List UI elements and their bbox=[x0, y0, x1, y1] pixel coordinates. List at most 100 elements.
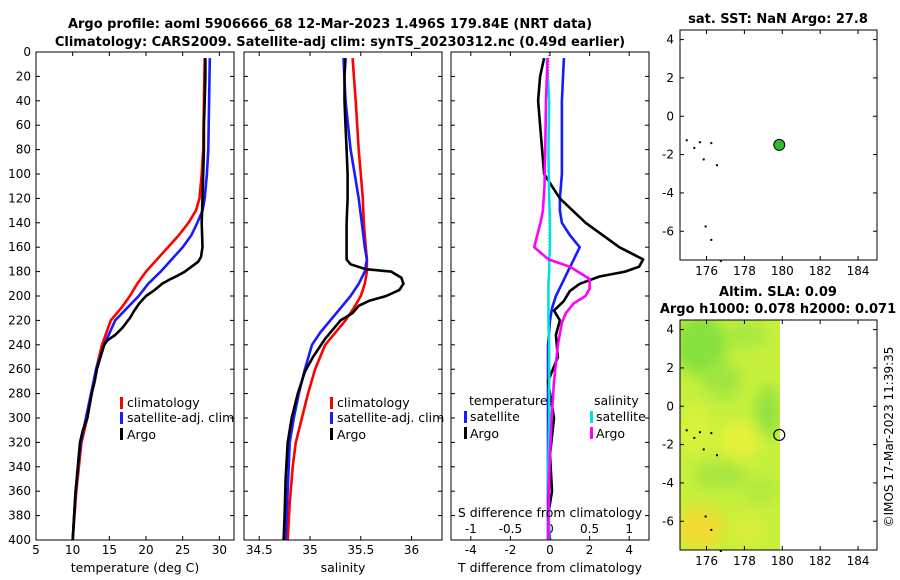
x-tick-label: 4 bbox=[625, 543, 633, 557]
x-tick-label: 15 bbox=[102, 543, 117, 557]
legend-salinity-header: salinity bbox=[594, 393, 639, 408]
x-tick-label: 35 bbox=[302, 543, 317, 557]
coastline-dot bbox=[693, 146, 696, 149]
sal-legend-climatology-swatch bbox=[330, 397, 333, 409]
legend-t-satellite-label: satellite bbox=[470, 409, 520, 424]
sal-legend-satellite-swatch bbox=[330, 412, 333, 424]
coastline-dot bbox=[698, 141, 701, 144]
difference-xlabel: T difference from climatology bbox=[457, 560, 643, 575]
y-tick-label: -2 bbox=[662, 148, 674, 162]
y-tick-label: 320 bbox=[8, 435, 31, 449]
y-tick-label: 60 bbox=[16, 118, 31, 132]
imos-timestamp: ©IMOS 17-Mar-2023 11:39:35 bbox=[882, 347, 896, 528]
top-x-tick-label: 1 bbox=[625, 522, 633, 536]
heatmap-blob bbox=[730, 514, 766, 546]
y-tick-label: -6 bbox=[662, 224, 674, 238]
coastline-dot bbox=[685, 139, 688, 142]
altimetry-title-line1: Altim. SLA: 0.09 bbox=[719, 285, 837, 300]
y-tick-label: 300 bbox=[8, 411, 31, 425]
difference-panel: -4 -2 0 2 4-1 -0.5 0 0.5 1 S difference from cli… bbox=[450, 51, 650, 575]
y-tick-label: 140 bbox=[8, 216, 31, 230]
altimetry-map-panel: Altim. SLA: 0.09 Argo h1000: 0.078 h2000… bbox=[660, 285, 896, 568]
temperature-legend: climatology satellite-adj. clim Argo bbox=[120, 395, 234, 442]
x-tick-label: 176 bbox=[695, 264, 718, 278]
legend-argo-swatch bbox=[120, 428, 123, 440]
series-line-argo bbox=[71, 58, 207, 540]
y-tick-label: 2 bbox=[666, 361, 674, 375]
x-tick-label: 20 bbox=[138, 543, 153, 557]
y-tick-label: 400 bbox=[8, 533, 31, 547]
heatmap-blob bbox=[680, 320, 726, 375]
x-tick-label: 178 bbox=[733, 554, 756, 568]
x-tick-label: 0 bbox=[546, 543, 554, 557]
y-tick-label: 0 bbox=[666, 399, 674, 413]
altimetry-title-line2: Argo h1000: 0.078 h2000: 0.071 bbox=[660, 302, 896, 317]
legend-argo-label: Argo bbox=[127, 427, 156, 442]
salinity-xlabel: salinity bbox=[321, 560, 366, 575]
series-line-climatology bbox=[286, 58, 369, 540]
legend-climatology-swatch bbox=[120, 397, 123, 409]
difference-legend: temperature salinity satellite Argo sate… bbox=[464, 393, 646, 441]
top-x-tick-label: 0.5 bbox=[580, 522, 599, 536]
x-tick-label: 180 bbox=[771, 264, 794, 278]
y-tick-label: 4 bbox=[666, 323, 674, 337]
heatmap-blob bbox=[723, 321, 767, 349]
coastline-dot bbox=[702, 158, 705, 161]
legend-climatology-label: climatology bbox=[127, 395, 200, 410]
top-x-tick-label: -1 bbox=[465, 522, 477, 536]
x-tick-label: 184 bbox=[847, 264, 870, 278]
x-tick-label: 25 bbox=[175, 543, 190, 557]
y-tick-label: -4 bbox=[662, 186, 674, 200]
coastline-dot bbox=[693, 436, 696, 439]
y-tick-label: 380 bbox=[8, 509, 31, 523]
legend-s-argo-label: Argo bbox=[596, 426, 625, 441]
sst-map-panel: sat. SST: NaN Argo: 27.8 176 178 180 182 184… bbox=[662, 12, 878, 278]
coastline-dot bbox=[702, 448, 705, 451]
y-tick-label: 100 bbox=[8, 167, 31, 181]
y-tick-label: 200 bbox=[8, 289, 31, 303]
salinity-panel: 34.5 35 35.5 36 salinity climatology satell… bbox=[243, 51, 444, 575]
coastline-dot bbox=[698, 431, 701, 434]
argo-float-marker bbox=[773, 428, 786, 442]
heatmap-blob bbox=[756, 386, 780, 438]
x-tick-label: 5 bbox=[32, 543, 40, 557]
legend-t-argo-label: Argo bbox=[470, 426, 499, 441]
series-line-climatology bbox=[71, 58, 206, 540]
y-tick-label: 240 bbox=[8, 338, 31, 352]
heatmap-field bbox=[680, 320, 780, 550]
sal-legend-argo-swatch bbox=[330, 428, 333, 440]
y-tick-label: 120 bbox=[8, 191, 31, 205]
y-tick-label: 40 bbox=[16, 94, 31, 108]
coastline-dot bbox=[685, 429, 688, 432]
coastline-dot bbox=[716, 164, 718, 167]
x-tick-label: 178 bbox=[733, 264, 756, 278]
legend-t-satellite-swatch bbox=[464, 411, 467, 423]
coastline-dot bbox=[716, 454, 718, 457]
figure-title-line1: Argo profile: aoml 5906666_68 12-Mar-202… bbox=[68, 17, 592, 32]
x-tick-label: 10 bbox=[65, 543, 80, 557]
coastline-dot bbox=[704, 515, 707, 518]
difference-axes-frame bbox=[450, 51, 650, 541]
coastline-dot bbox=[710, 238, 713, 241]
x-tick-label: 182 bbox=[809, 264, 832, 278]
y-tick-label: 20 bbox=[16, 69, 31, 83]
heatmap-blob bbox=[680, 506, 724, 550]
legend-s-argo-swatch bbox=[590, 427, 593, 439]
y-tick-label: -2 bbox=[662, 438, 674, 452]
y-tick-label: 180 bbox=[8, 265, 31, 279]
x-tick-label: -4 bbox=[465, 543, 477, 557]
y-tick-label: 340 bbox=[8, 460, 31, 474]
temperature-axes-frame bbox=[35, 51, 235, 541]
x-tick-label: 180 bbox=[771, 554, 794, 568]
legend-satellite-label: satellite-adj. clim bbox=[127, 410, 234, 425]
y-tick-label: 220 bbox=[8, 313, 31, 327]
coastline-dot bbox=[710, 142, 713, 145]
sst-map-frame bbox=[679, 29, 878, 261]
figure-title-line2: Climatology: CARS2009. Satellite-adj cli… bbox=[55, 35, 625, 50]
series-line-s-satellite bbox=[545, 58, 552, 540]
x-tick-label: 176 bbox=[695, 554, 718, 568]
coastline-dot bbox=[710, 528, 713, 531]
legend-satellite-swatch bbox=[120, 412, 123, 424]
x-tick-label: 182 bbox=[809, 554, 832, 568]
